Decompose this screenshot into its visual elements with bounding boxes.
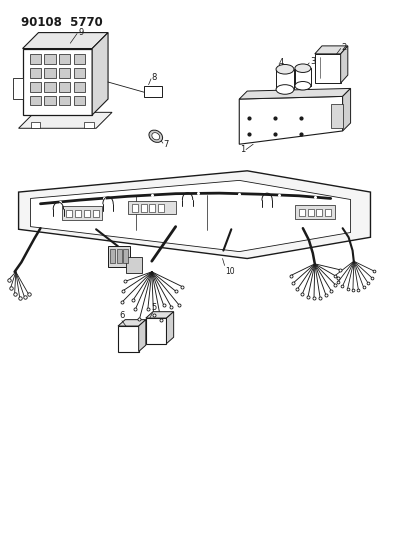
Polygon shape [166,312,174,344]
Text: 3: 3 [310,58,316,66]
Bar [30,122,40,128]
Bar [126,257,142,273]
Polygon shape [139,320,146,352]
Polygon shape [239,96,343,144]
Bar [30,68,41,78]
Bar [74,82,85,92]
Bar [44,54,55,64]
Bar [299,208,305,216]
Bar [30,82,41,92]
Bar [158,204,164,212]
Bar [308,208,314,216]
Text: 9: 9 [78,28,83,37]
Text: 1: 1 [240,145,245,154]
Text: 6: 6 [119,311,124,320]
Bar [128,201,176,214]
Bar [123,249,128,263]
Bar [66,209,72,217]
Bar [331,104,343,128]
Bar [44,96,55,106]
Bar [74,54,85,64]
Ellipse shape [295,64,311,72]
Polygon shape [146,312,174,318]
Bar [59,96,70,106]
Polygon shape [315,54,341,83]
Ellipse shape [149,130,162,142]
Bar [59,68,70,78]
Polygon shape [343,88,351,131]
Text: 90108  5770: 90108 5770 [21,15,102,29]
Polygon shape [92,33,108,115]
Bar [111,249,115,263]
Text: 8: 8 [152,73,157,82]
Ellipse shape [152,133,160,140]
Bar [30,54,41,64]
Bar [30,96,41,106]
Polygon shape [144,86,162,98]
Ellipse shape [295,82,311,90]
Bar [316,208,322,216]
Bar [59,82,70,92]
Ellipse shape [276,64,294,74]
Bar [74,96,85,106]
Bar [93,209,99,217]
Polygon shape [276,69,294,90]
Bar [74,68,85,78]
Bar [132,204,138,212]
Bar [108,246,130,266]
Text: 7: 7 [164,140,169,149]
Bar [141,204,146,212]
Polygon shape [23,49,92,115]
Polygon shape [118,326,139,352]
Bar [84,209,90,217]
Bar [295,205,335,219]
Text: 10: 10 [225,266,235,276]
Bar [13,78,23,99]
Polygon shape [295,68,311,86]
Bar [149,204,155,212]
Bar [325,208,331,216]
Bar [62,206,102,220]
Polygon shape [341,46,348,83]
Polygon shape [239,88,351,99]
Text: 5: 5 [151,303,156,312]
Bar [44,82,55,92]
Bar [44,68,55,78]
Text: 2: 2 [342,43,347,52]
Polygon shape [19,171,371,259]
Polygon shape [118,320,146,326]
Ellipse shape [276,85,294,94]
Polygon shape [19,112,112,128]
Polygon shape [315,46,348,54]
Bar [84,122,94,128]
Polygon shape [23,33,108,49]
Bar [117,249,122,263]
Polygon shape [146,318,166,344]
Polygon shape [30,180,351,252]
Text: 4: 4 [279,59,284,67]
Bar [59,54,70,64]
Bar [75,209,81,217]
